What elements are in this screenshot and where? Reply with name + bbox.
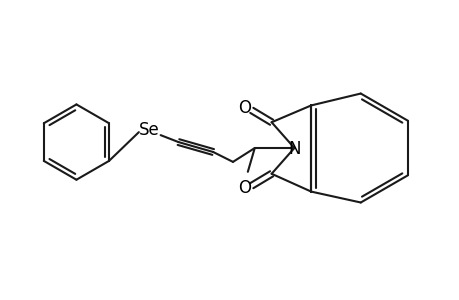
Text: O: O bbox=[238, 99, 251, 117]
Text: Se: Se bbox=[138, 121, 159, 139]
Text: O: O bbox=[238, 178, 251, 196]
Text: N: N bbox=[287, 140, 300, 158]
